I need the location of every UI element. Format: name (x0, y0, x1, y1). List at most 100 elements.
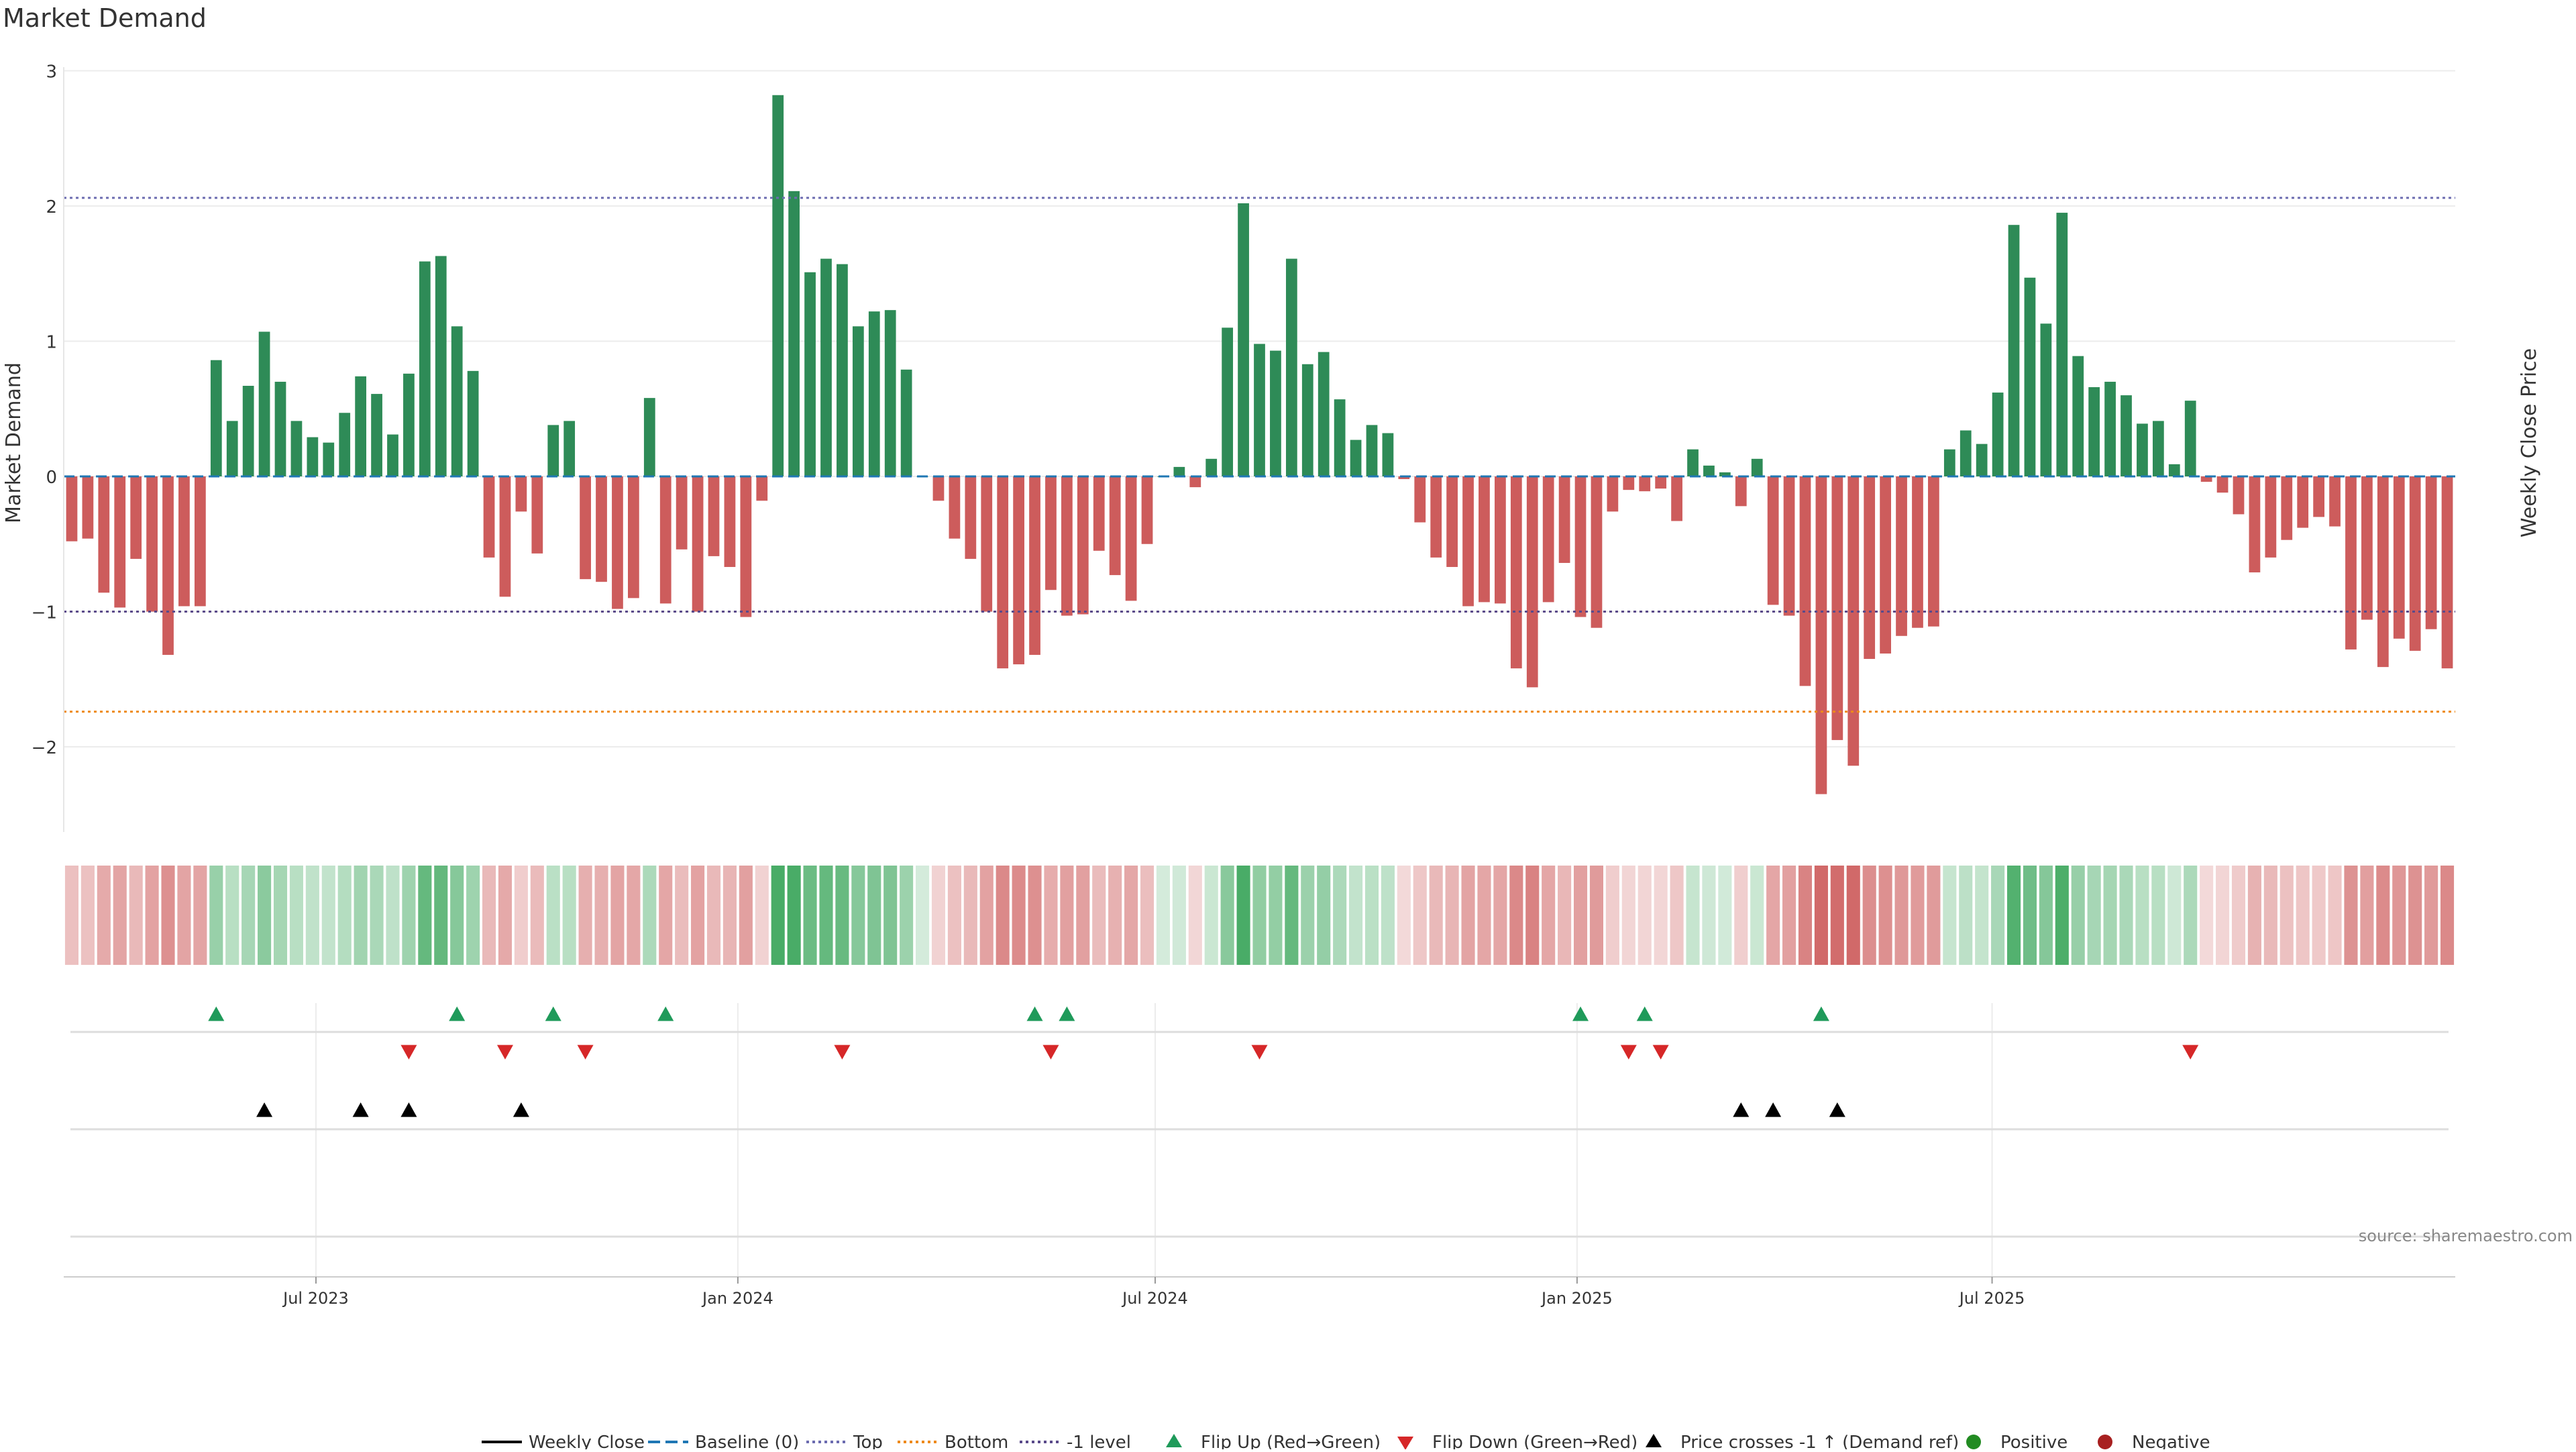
y-tick-label: −2 (32, 738, 57, 758)
heat-band-cell (2376, 866, 2390, 965)
demand-bar (1414, 476, 1426, 523)
legend-label: Negative (2132, 1433, 2210, 1449)
legend-swatch (1166, 1434, 1182, 1447)
legend-item: Baseline (0) (648, 1433, 799, 1452)
demand-bar (612, 476, 623, 609)
price-cross-marker (1829, 1102, 1845, 1117)
heat-band-cell (2344, 866, 2358, 965)
x-axis: Jul 2023 Jan 2024 Jul 2024 Jan 2025 Jul 2025 (64, 1276, 2455, 1308)
demand-bar (2345, 476, 2357, 650)
y-tick-label: 1 (46, 333, 57, 353)
heat-band-cell (947, 866, 961, 965)
demand-bar (178, 476, 190, 607)
demand-bar (547, 425, 559, 476)
flip-up-marker (208, 1006, 225, 1021)
y-tick-label: 3 (46, 62, 57, 83)
y2-axis-label: Weekly Close Price (2518, 348, 2541, 537)
x-tick-label: Jan 2024 (701, 1289, 773, 1308)
demand-bar (1912, 476, 1923, 628)
legend-item: Flip Down (Green→Red) (1397, 1433, 1638, 1452)
demand-bar (2200, 476, 2212, 482)
x-tick-label: Jan 2025 (1540, 1289, 1613, 1308)
y-tick-label: 2 (46, 197, 57, 217)
heat-band-cell (546, 866, 560, 965)
heat-band-cell (2071, 866, 2085, 965)
demand-bar (643, 398, 655, 476)
demand-bar (1526, 476, 1538, 688)
legend-label: Baseline (0) (695, 1433, 799, 1449)
demand-bars (66, 95, 2453, 794)
heat-band-cell (80, 866, 95, 965)
demand-bar (242, 385, 254, 476)
heat-band-cell (289, 866, 303, 965)
demand-bar (467, 370, 479, 476)
heat-band-cell (2039, 866, 2053, 965)
demand-bar (1029, 476, 1040, 655)
demand-bar (403, 373, 415, 476)
flip-down-marker (1251, 1045, 1268, 1059)
heat-band-cell (1718, 866, 1732, 965)
heat-band-cell (1477, 866, 1491, 965)
heat-band-cell (1894, 866, 1909, 965)
price-cross-marker (256, 1102, 273, 1117)
heat-band-cell (2167, 866, 2182, 965)
heat-band-cell (2312, 866, 2326, 965)
demand-bar (210, 360, 222, 476)
heat-band-cell (386, 866, 400, 965)
heat-band-cell (1493, 866, 1507, 965)
demand-bar (435, 256, 447, 476)
demand-bar (1109, 476, 1121, 576)
heat-band-cell (819, 866, 833, 965)
heat-band-cell (450, 866, 464, 965)
heat-band-cell (2135, 866, 2149, 965)
demand-bar (1623, 476, 1635, 490)
heat-band-cell (1172, 866, 1186, 965)
heat-band-cell (402, 866, 416, 965)
flip-down-marker (577, 1045, 594, 1059)
demand-bar (932, 476, 945, 501)
demand-bar (290, 421, 303, 476)
heat-band-cell (2087, 866, 2101, 965)
demand-bar (1318, 352, 1330, 476)
price-cross-marker (352, 1102, 369, 1117)
x-tick-label: Jul 2024 (1121, 1289, 1188, 1308)
demand-bar (1847, 476, 1860, 766)
heat-band-cell (1573, 866, 1588, 965)
heat-band-cell (2103, 866, 2117, 965)
flip-down-marker (1652, 1045, 1669, 1059)
legend-item: Bottom (898, 1433, 1008, 1452)
heat-band-cell (2440, 866, 2455, 965)
heat-band-cell (1236, 866, 1250, 965)
demand-bar (323, 442, 335, 476)
demand-bar (1045, 476, 1057, 590)
heat-band-cell (706, 866, 721, 965)
heat-band-cell (1654, 866, 1668, 965)
demand-bar (1976, 444, 1988, 476)
chart-title: Market Demand (3, 3, 207, 33)
demand-bar (1270, 350, 1281, 476)
heat-band-cell (1381, 866, 1395, 965)
legend-swatch (1646, 1434, 1662, 1447)
demand-bar (965, 476, 977, 559)
heat-band-cell (1028, 866, 1042, 965)
heat-band-cell (193, 866, 207, 965)
heat-band-cell (1558, 866, 1572, 965)
demand-bar (724, 476, 736, 568)
demand-bar (531, 476, 543, 554)
heat-band-cell (2151, 866, 2165, 965)
heat-band-cell (1525, 866, 1540, 965)
demand-bar (2040, 323, 2052, 476)
heat-band-cell (1878, 866, 1892, 965)
demand-bar (676, 476, 688, 550)
y-axis-label: Market Demand (2, 362, 25, 523)
demand-bar (483, 476, 495, 558)
event-markers (70, 1006, 2449, 1238)
legend: Weekly Close Baseline (0) Top Bottom -1 leve… (482, 1433, 2210, 1452)
demand-bar (1205, 458, 1218, 476)
demand-bar (2329, 476, 2341, 527)
heat-band-cell (578, 866, 592, 965)
price-cross-marker (1765, 1102, 1782, 1117)
demand-bar (1125, 476, 1137, 601)
heat-band-cell (1589, 866, 1603, 965)
